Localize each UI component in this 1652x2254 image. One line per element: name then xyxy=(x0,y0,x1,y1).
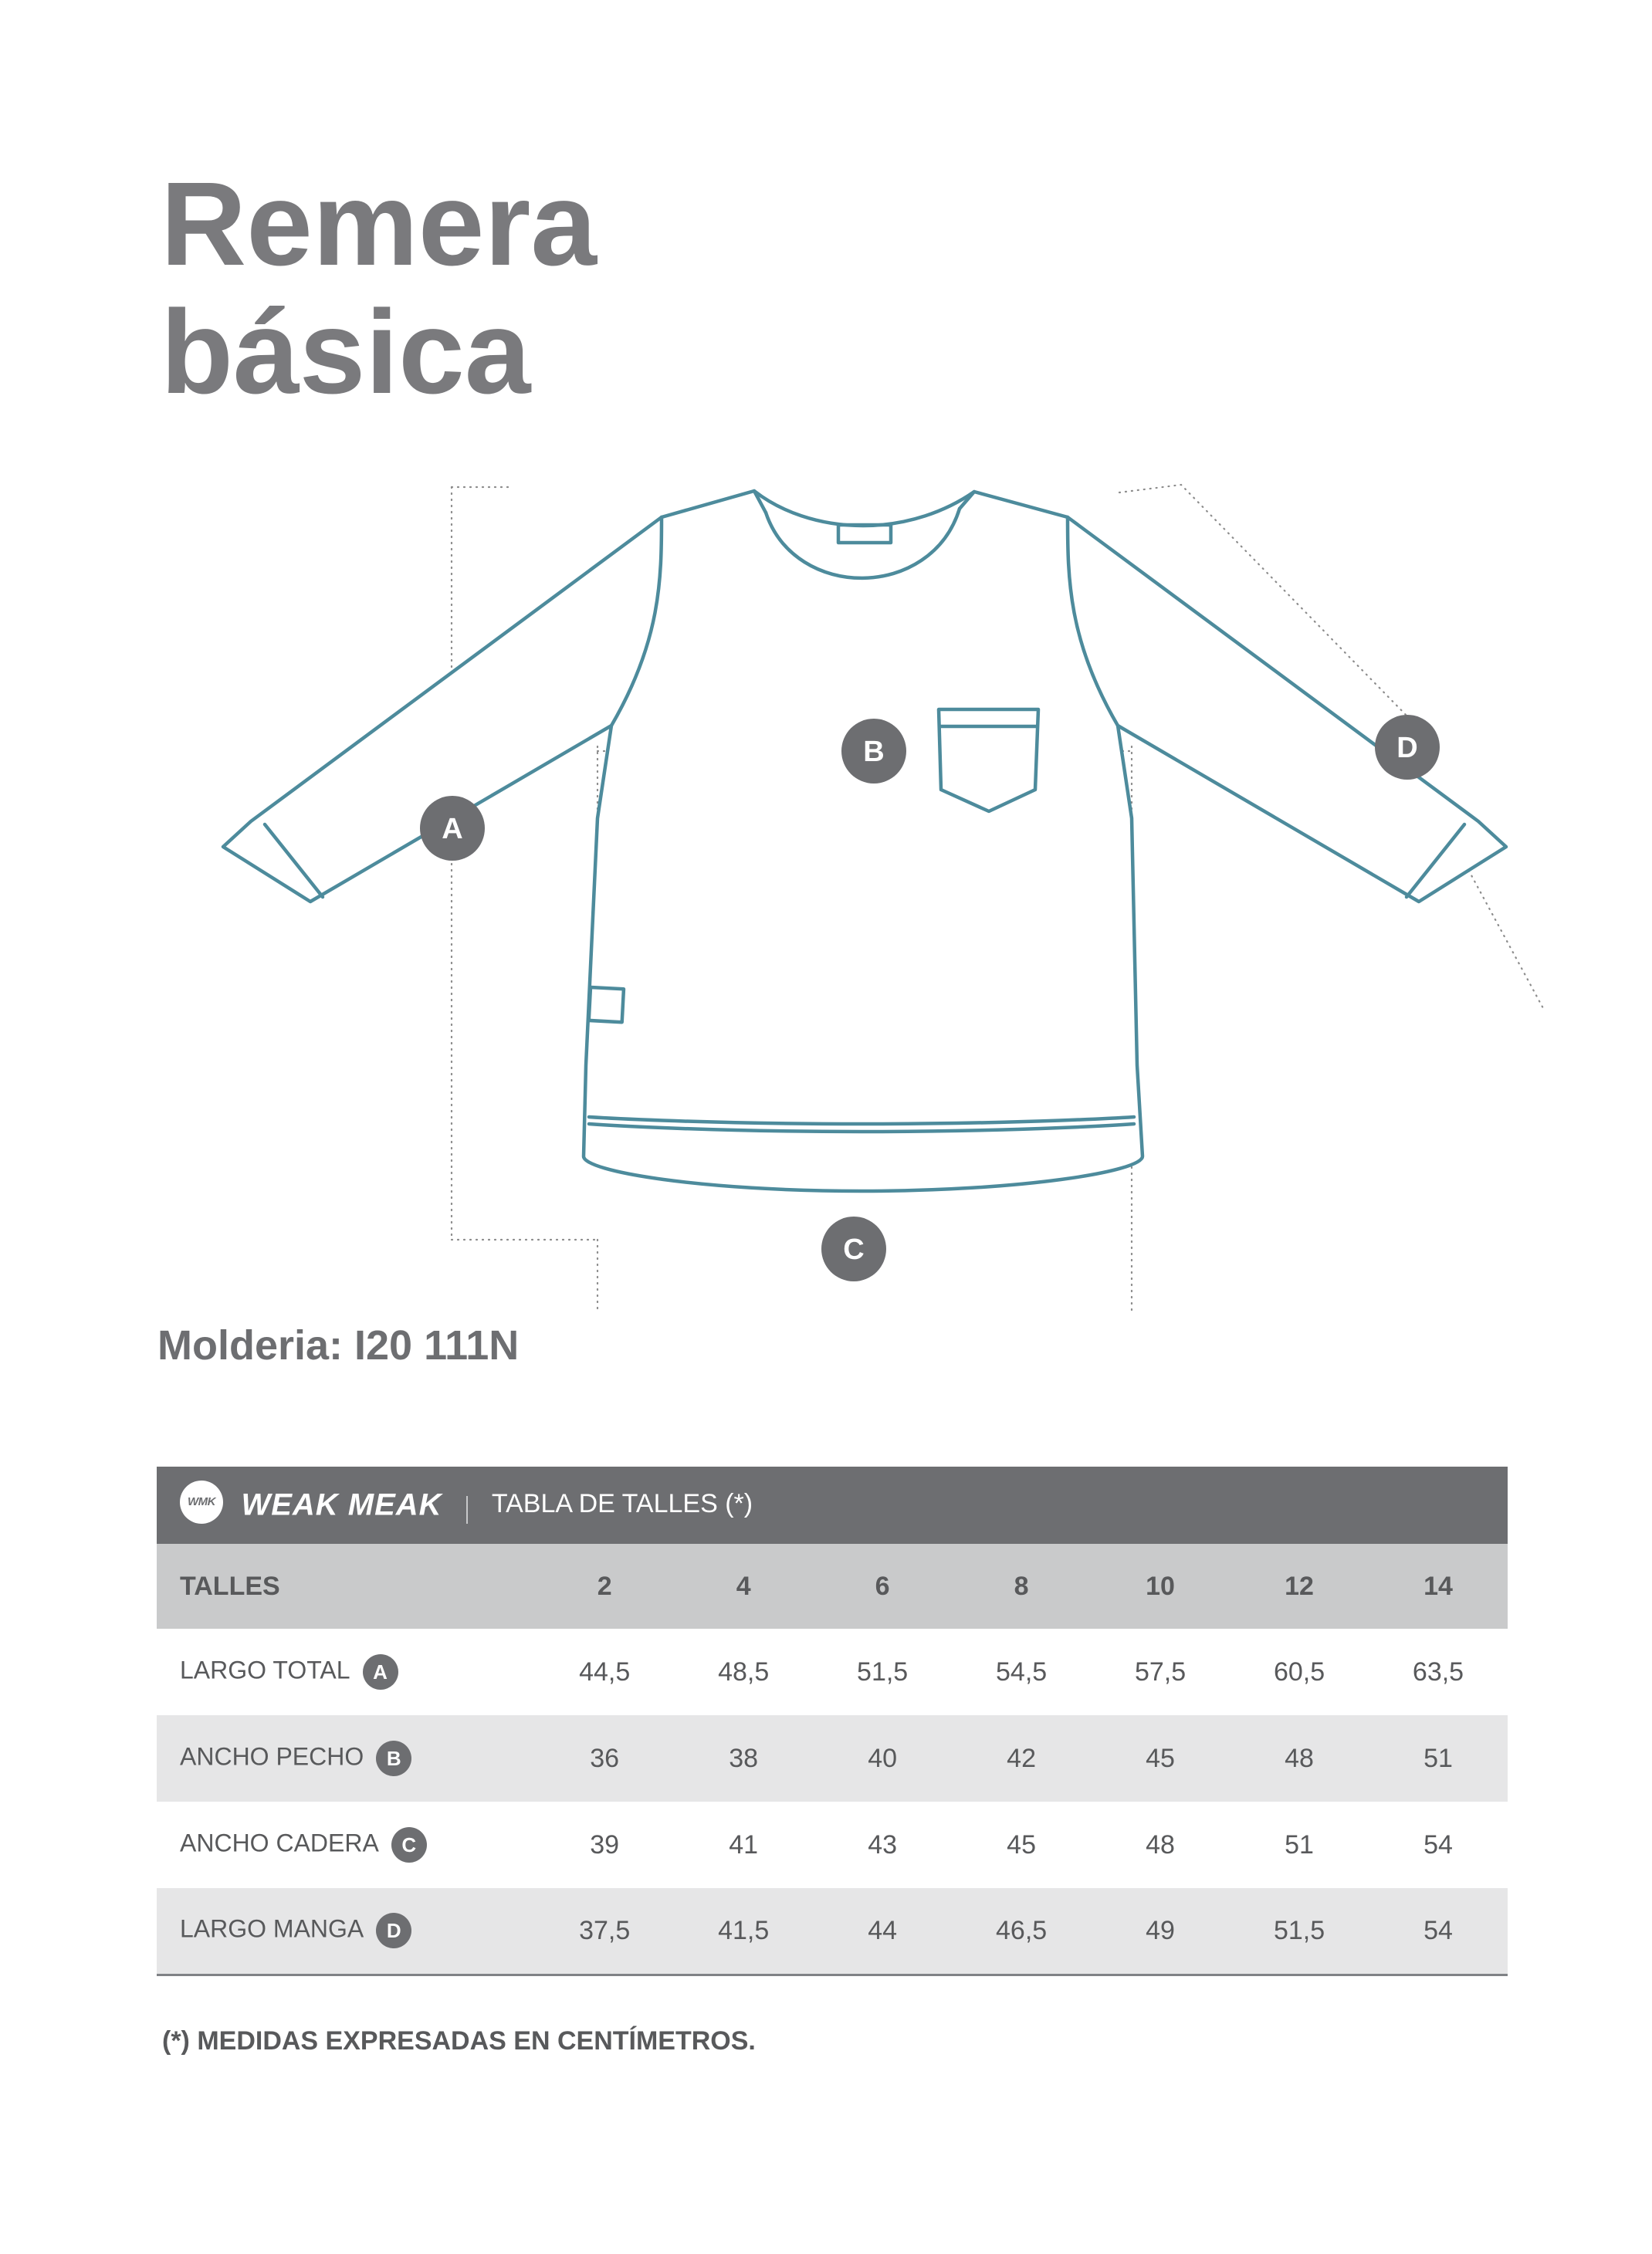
svg-text:A: A xyxy=(442,813,462,845)
svg-text:C: C xyxy=(843,1234,864,1266)
svg-text:D: D xyxy=(1396,732,1417,764)
svg-text:B: B xyxy=(863,736,884,768)
